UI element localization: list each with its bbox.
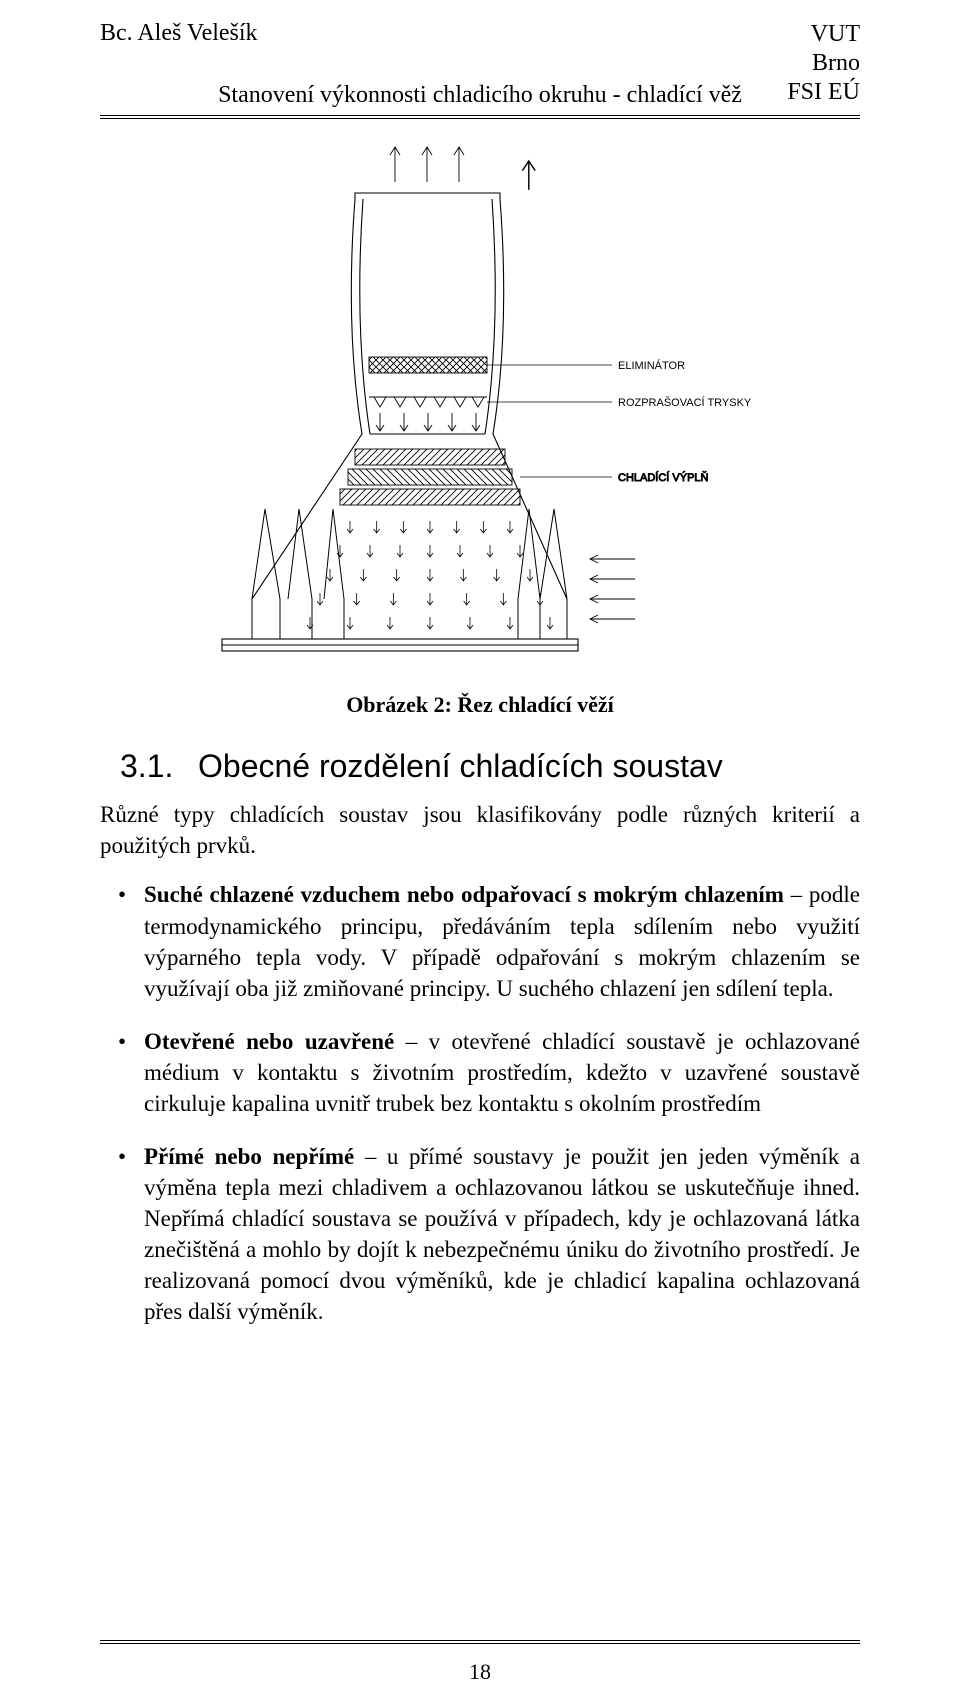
section-heading: 3.1.Obecné rozdělení chladících soustav: [120, 748, 860, 785]
label-eliminator: ELIMINÁTOR: [618, 359, 685, 372]
bullet-lead: Přímé nebo nepřímé: [144, 1144, 354, 1169]
bullet-list: Suché chlazené vzduchem nebo odpařovací …: [100, 879, 860, 1327]
bullet-rest: – u přímé soustavy je použit jen jeden v…: [144, 1144, 860, 1324]
footer-rule-thick: [100, 1640, 860, 1641]
page: Bc. Aleš Velešík VUT Brno FSI EÚ Stanove…: [0, 0, 960, 1707]
list-item: Otevřené nebo uzavřené – v otevřené chla…: [100, 1026, 860, 1119]
section-number: 3.1.: [120, 748, 198, 785]
cooling-tower-diagram: ELIMINÁTOR ROZPRAŠOVACÍ TRYSKY: [180, 129, 780, 684]
inst-line-1: VUT: [787, 20, 860, 49]
section-title: Obecné rozdělení chladících soustav: [198, 748, 723, 784]
figure-caption: Obrázek 2: Řez chladící věží: [100, 692, 860, 718]
label-nozzles: ROZPRAŠOVACÍ TRYSKY: [618, 396, 752, 409]
section-intro: Různé typy chladících soustav jsou klasi…: [100, 799, 860, 861]
bullet-lead: Otevřené nebo uzavřené: [144, 1029, 394, 1054]
label-fill: CHLADÍCÍ VÝPLŇ: [618, 471, 709, 484]
inst-line-3: FSI EÚ: [787, 78, 860, 107]
footer-rule-thin: [100, 1643, 860, 1644]
figure-container: ELIMINÁTOR ROZPRAŠOVACÍ TRYSKY: [100, 129, 860, 684]
inst-line-2: Brno: [787, 49, 860, 78]
page-number: 18: [0, 1659, 960, 1685]
list-item: Přímé nebo nepřímé – u přímé soustavy je…: [100, 1141, 860, 1327]
bullet-lead: Suché chlazené vzduchem nebo odpařovací …: [144, 882, 784, 907]
list-item: Suché chlazené vzduchem nebo odpařovací …: [100, 879, 860, 1003]
header-rule-thick: [100, 115, 860, 116]
header-institution: VUT Brno FSI EÚ: [787, 20, 860, 106]
header-rule-thin: [100, 118, 860, 119]
footer-rules: [100, 1640, 860, 1652]
